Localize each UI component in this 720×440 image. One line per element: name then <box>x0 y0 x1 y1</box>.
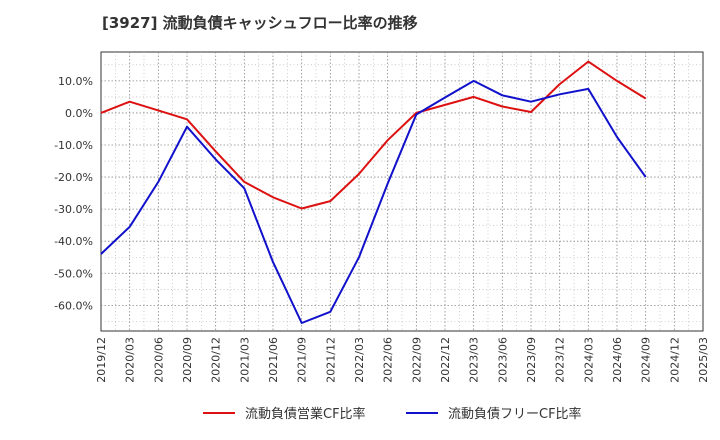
y-tick-label: -50.0% <box>54 267 93 280</box>
x-tick-label: 2023/12 <box>554 337 567 383</box>
x-tick-label: 2022/12 <box>439 337 452 383</box>
x-tick-label: 2024/09 <box>640 337 653 383</box>
x-tick-label: 2024/03 <box>582 337 595 383</box>
x-tick-label: 2020/12 <box>210 337 223 383</box>
chart-title: [3927] 流動負債キャッシュフロー比率の推移 <box>102 14 418 32</box>
y-tick-label: -40.0% <box>54 235 93 248</box>
x-tick-label: 2022/09 <box>410 337 423 383</box>
y-tick-label: -20.0% <box>54 171 93 184</box>
x-tick-label: 2021/12 <box>324 337 337 383</box>
x-tick-label: 2025/03 <box>697 337 710 383</box>
x-tick-label: 2022/06 <box>382 337 395 383</box>
legend-label-2: 流動負債フリーCF比率 <box>448 406 582 422</box>
x-tick-label: 2023/03 <box>468 337 481 383</box>
x-tick-label: 2024/12 <box>668 337 681 383</box>
x-tick-label: 2021/06 <box>267 337 280 383</box>
series-line-1 <box>100 60 647 210</box>
y-tick-label: 10.0% <box>58 75 93 88</box>
x-tick-label: 2019/12 <box>95 337 108 383</box>
y-tick-label: -30.0% <box>54 203 93 216</box>
x-tick-label: 2021/03 <box>238 337 251 383</box>
x-tick-label: 2020/06 <box>152 337 165 383</box>
x-tick-label: 2023/06 <box>496 337 509 383</box>
y-tick-label: -10.0% <box>54 139 93 152</box>
y-tick-label: -60.0% <box>54 299 93 312</box>
x-tick-label: 2022/03 <box>353 337 366 383</box>
x-tick-label: 2020/03 <box>124 337 137 383</box>
x-tick-label: 2023/09 <box>525 337 538 383</box>
x-tick-label: 2020/09 <box>181 337 194 383</box>
x-tick-label: 2024/06 <box>611 337 624 383</box>
x-tick-label: 2021/09 <box>296 337 309 383</box>
legend-label-1: 流動負債営業CF比率 <box>245 406 366 422</box>
y-tick-label: 0.0% <box>65 107 93 120</box>
series-line-2 <box>100 79 647 324</box>
